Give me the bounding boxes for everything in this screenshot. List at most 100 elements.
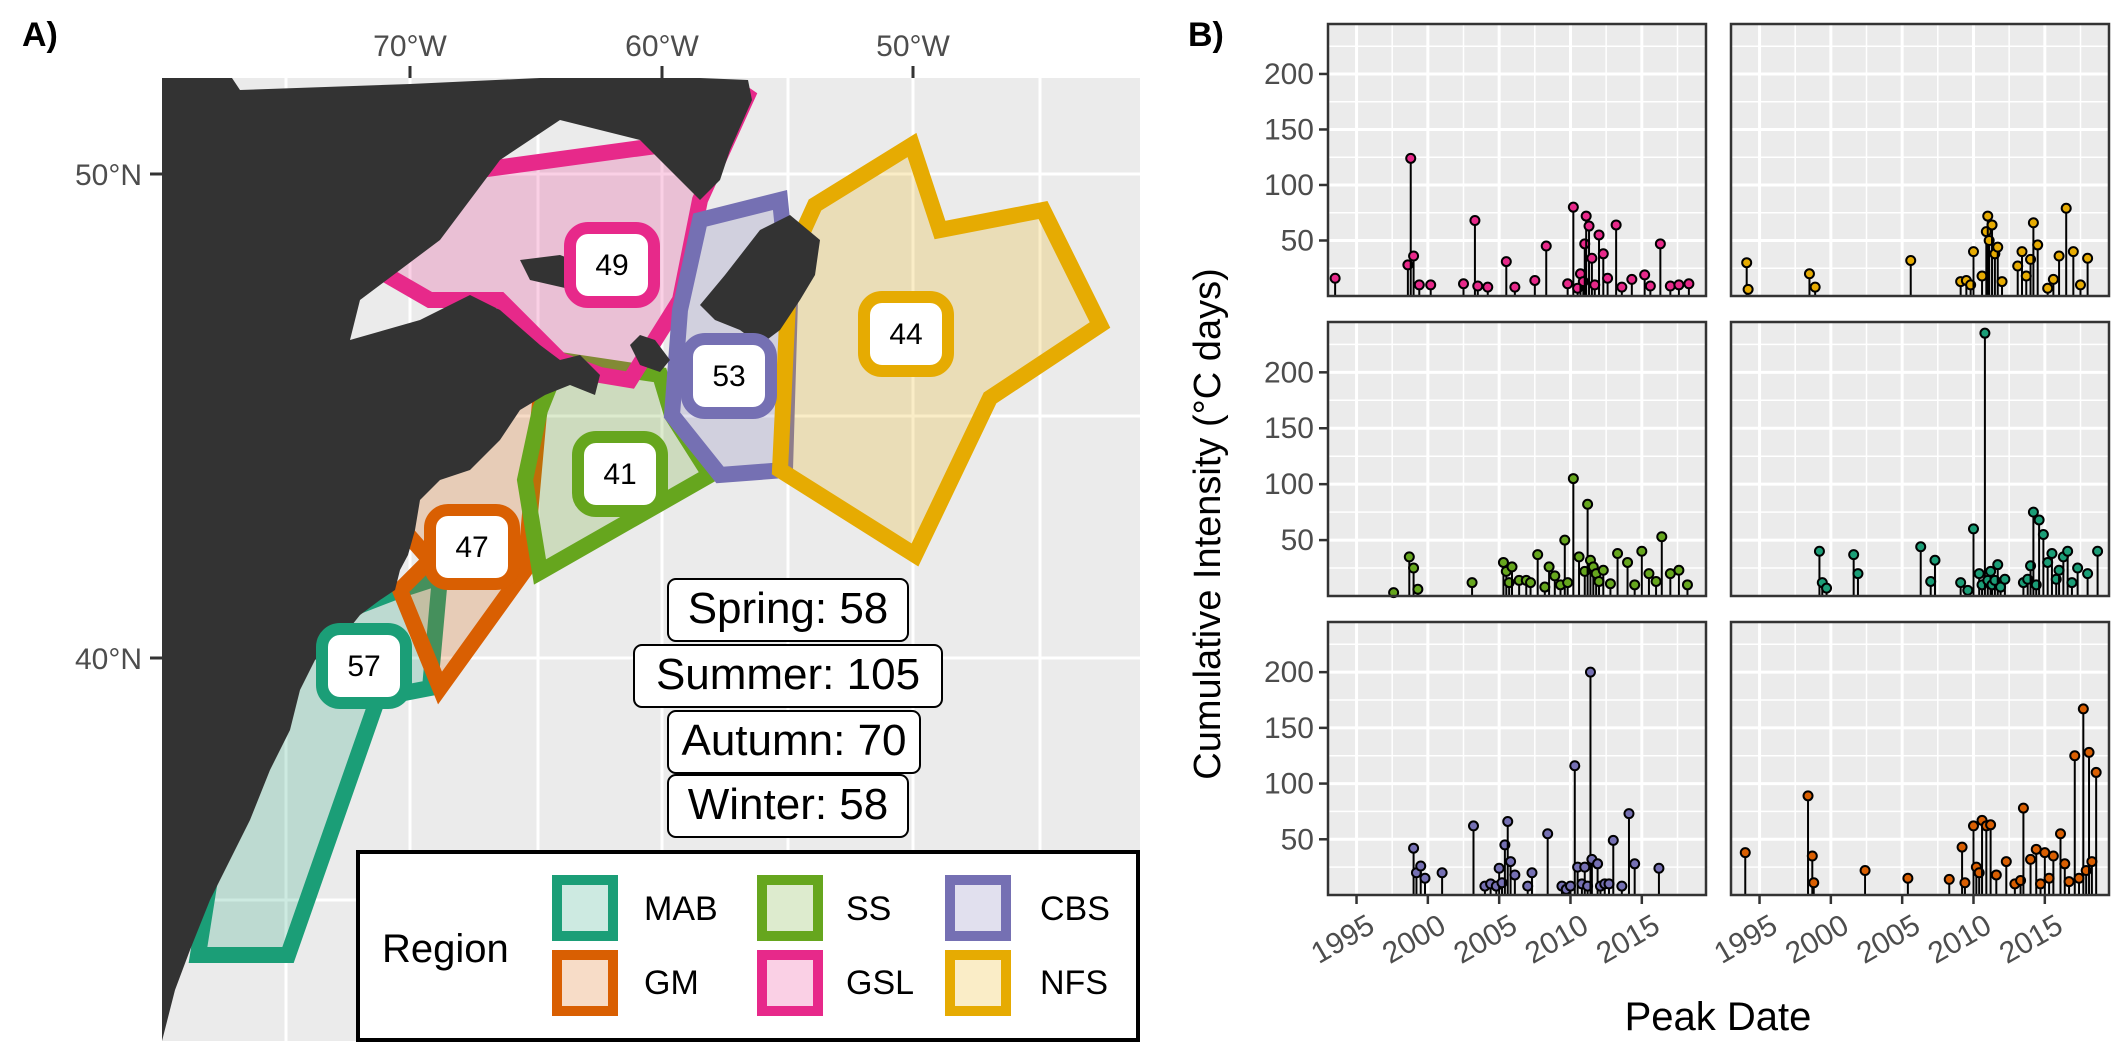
lollipop-point-ss	[1673, 564, 1685, 576]
lollipop-point-gsl	[1664, 280, 1676, 292]
lollipop-point-cbs	[1629, 858, 1641, 870]
x-tick-label: 2005	[1448, 908, 1522, 970]
y-tick-label: 150	[1264, 712, 1314, 745]
lollipop-point-mab	[2082, 568, 2094, 580]
panel-border	[1326, 620, 1708, 897]
lollipop-point-nfs	[1982, 210, 1994, 222]
panel-gsl: 50 100 150 200	[1264, 22, 1708, 298]
lollipop-point-nfs	[2060, 202, 2072, 214]
panel-border	[1729, 320, 2111, 598]
season-winter: Winter: 58	[688, 780, 889, 829]
lollipop-point-gm	[1806, 850, 1818, 862]
lollipop-point-mab	[1813, 545, 1825, 557]
lollipop-point-cbs	[1569, 760, 1581, 772]
x-tick-label: 1995	[1709, 908, 1783, 970]
lollipop-point-mab	[2046, 548, 2058, 560]
panel-b-label: B)	[1188, 16, 1224, 54]
lollipop-point-gm	[2000, 856, 2012, 868]
count-value-ss: 41	[603, 458, 636, 491]
lollipop-point-gm	[1967, 820, 1979, 832]
y-tick-label: 100	[1264, 768, 1314, 801]
lollipop-point-gm	[2063, 876, 2075, 888]
lollipop-point-gm	[2017, 802, 2029, 814]
lollipop-point-gsl	[1644, 280, 1656, 292]
y-tick-label: 200	[1264, 356, 1314, 389]
legend-label-mab: MAB	[644, 890, 718, 928]
lollipop-point-gsl	[1639, 269, 1651, 281]
panel-border	[1326, 320, 1708, 598]
lollipop-point-nfs	[1986, 219, 1998, 231]
lollipop-point-gm	[1902, 872, 1914, 884]
lollipop-point-nfs	[1967, 246, 1979, 258]
x-tick-label: 1995	[1306, 908, 1380, 970]
lollipop-point-gsl	[1458, 278, 1470, 290]
count-label-gm: 47	[424, 504, 520, 590]
lollipop-point-mab	[2092, 545, 2104, 557]
lollipop-point-cbs	[1526, 867, 1538, 879]
count-value-cbs: 53	[712, 360, 745, 393]
lollipop-point-gm	[2055, 828, 2067, 840]
lollipop-point-gm	[2025, 853, 2037, 865]
panel-border	[1729, 22, 2111, 298]
panel-border	[1729, 620, 2111, 897]
lollipop-point-mab	[1955, 577, 1967, 589]
lollipop-point-gsl	[1405, 152, 1417, 164]
lollipop-point-mab	[1999, 573, 2011, 585]
lollipop-point-mab	[2066, 577, 2078, 589]
lollipop-point-cbs	[1408, 842, 1420, 854]
lollipop-point-gsl	[1580, 210, 1592, 222]
lollipop-point-mab	[2072, 562, 2084, 574]
lollipop-point-cbs	[1542, 828, 1554, 840]
legend-label-nfs: NFS	[1040, 964, 1108, 1002]
lollipop-point-gsl	[1509, 281, 1521, 293]
y-tick-label: 100	[1264, 468, 1314, 501]
lollipop-point-cbs	[1607, 834, 1619, 846]
lollipop-point-gm	[2077, 703, 2089, 715]
season-summer: Summer: 105	[656, 650, 920, 699]
lat-tick-40n: 40°N	[75, 643, 142, 676]
y-tick-label: 150	[1264, 113, 1314, 146]
lollipop-point-ss	[1567, 473, 1579, 485]
lollipop-point-ss	[1612, 548, 1624, 560]
panel-background	[1328, 622, 1706, 895]
lollipop-point-ss	[1559, 534, 1571, 546]
lollipop-point-ss	[1629, 579, 1641, 591]
lollipop-point-ss	[1582, 498, 1594, 510]
region-count-labels: 57 47 41 49 53 44	[316, 222, 954, 709]
lollipop-point-mab	[2053, 564, 2065, 576]
panel-ss: 50 100 150 200	[1264, 320, 1708, 599]
lollipop-point-nfs	[1905, 254, 1917, 266]
panel-border	[1326, 22, 1708, 298]
lollipop-point-ss	[1497, 556, 1509, 568]
lollipop-point-mab	[2027, 506, 2039, 518]
intensity-chart: 5010015020050100150200501001502001995200…	[1264, 22, 2111, 970]
lollipop-point-gm	[1990, 869, 2002, 881]
lollipop-point-ss	[1562, 577, 1574, 589]
legend-title: Region	[382, 927, 509, 971]
lollipop-point-nfs	[1976, 270, 1988, 282]
lollipop-point-gsl	[1586, 252, 1598, 264]
lollipop-point-gsl	[1540, 240, 1552, 252]
lollipop-point-mab	[1821, 582, 1833, 594]
lollipop-point-ss	[1622, 556, 1634, 568]
x-tick-label: 2000	[1377, 908, 1451, 970]
legend-label-cbs: CBS	[1040, 890, 1110, 928]
x-tick-label: 2010	[1520, 908, 1594, 970]
lollipop-point-gsl	[1673, 279, 1685, 291]
x-tick-label: 2000	[1780, 908, 1854, 970]
lollipop-point-cbs	[1616, 880, 1628, 892]
lollipop-point-gsl	[1413, 279, 1425, 291]
lollipop-point-nfs	[1803, 268, 1815, 280]
lollipop-point-gm	[2035, 878, 2047, 890]
lollipop-point-ss	[1408, 562, 1420, 574]
lollipop-point-cbs	[1419, 872, 1431, 884]
lollipop-point-ss	[1506, 561, 1518, 573]
lollipop-point-cbs	[1584, 666, 1596, 678]
lollipop-point-gm	[2059, 858, 2071, 870]
lollipop-point-ss	[1539, 581, 1551, 593]
lollipop-point-gm	[1943, 873, 1955, 885]
panel-a-label: A)	[22, 16, 58, 54]
lollipop-point-mab	[1967, 523, 1979, 535]
